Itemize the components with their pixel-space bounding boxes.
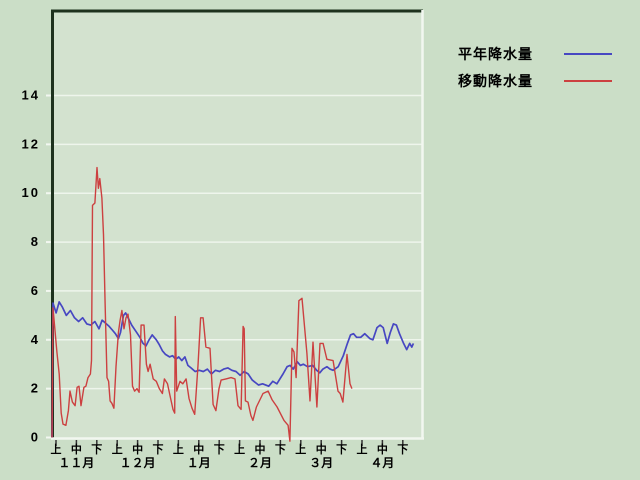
y-axis-label-8: 8 xyxy=(31,234,40,249)
x-period-label-4: 中 xyxy=(132,442,143,456)
x-period-label-15: 上 xyxy=(357,442,368,456)
y-axis-label-6: 6 xyxy=(31,283,40,298)
x-period-label-6: 上 xyxy=(173,442,184,456)
legend-item-moving: 移動降水量 xyxy=(458,71,612,91)
y-axis-label-0: 0 xyxy=(31,430,40,445)
x-period-label-1: 中 xyxy=(71,442,82,456)
x-period-label-5: 下 xyxy=(153,443,164,456)
x-month-label-5: ３月 xyxy=(309,456,333,470)
x-month-label-4: ２月 xyxy=(248,456,272,470)
x-period-label-9: 上 xyxy=(234,442,245,456)
x-period-label-12: 上 xyxy=(295,442,306,456)
x-period-label-3: 上 xyxy=(112,442,123,456)
x-month-label-3: １月 xyxy=(187,456,211,470)
y-axis-label-12: 12 xyxy=(22,136,40,151)
x-period-label-11: 下 xyxy=(275,443,286,456)
legend-label-normal: 平年降水量 xyxy=(458,46,533,62)
series-moving-line xyxy=(51,166,353,442)
y-axis-label-2: 2 xyxy=(31,381,40,396)
x-month-label-1: １１月 xyxy=(58,456,94,470)
series-normal-line xyxy=(51,301,415,438)
y-axis-label-14: 14 xyxy=(22,88,40,103)
x-period-label-7: 中 xyxy=(193,442,204,456)
plot-area xyxy=(52,10,422,438)
x-period-label-10: 中 xyxy=(255,442,266,456)
legend-item-normal: 平年降水量 xyxy=(458,44,612,64)
y-axis-label-4: 4 xyxy=(31,332,40,347)
legend: 平年降水量 移動降水量 xyxy=(458,44,612,91)
x-period-label-17: 下 xyxy=(397,443,408,456)
x-month-label-2: １２月 xyxy=(120,456,156,470)
x-period-label-8: 下 xyxy=(214,443,225,456)
legend-swatch-moving-line xyxy=(564,80,612,82)
x-period-label-13: 中 xyxy=(316,442,327,456)
legend-label-moving: 移動降水量 xyxy=(458,73,533,89)
x-period-label-16: 中 xyxy=(377,442,388,456)
legend-swatch-normal-line xyxy=(564,53,612,55)
x-month-label-6: ４月 xyxy=(370,456,394,470)
x-period-label-14: 下 xyxy=(336,443,347,456)
x-period-label-2: 下 xyxy=(91,443,102,456)
y-axis-label-10: 10 xyxy=(22,185,40,200)
x-period-label-0: 上 xyxy=(51,442,62,456)
